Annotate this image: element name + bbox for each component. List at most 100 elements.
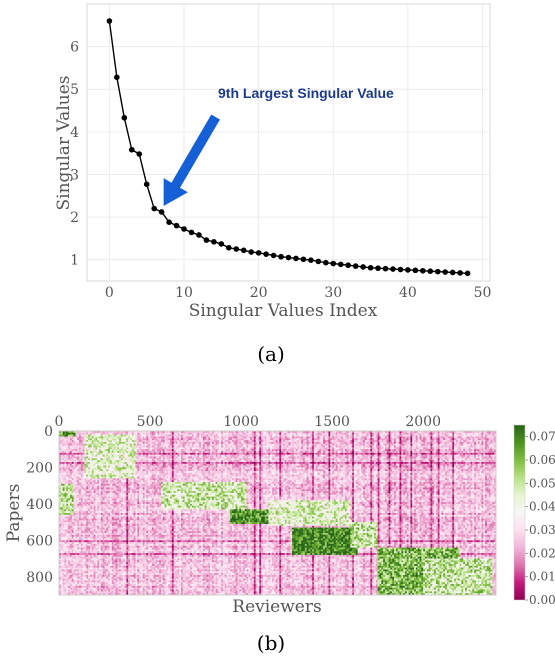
heatmap-cell [350,456,353,459]
heatmap-cell [319,447,322,450]
heatmap-cell [344,465,347,468]
heatmap-cell [248,456,251,459]
heatmap-cell [111,460,114,463]
heatmap-cell [113,431,116,434]
heatmap-cell [448,463,451,466]
heatmap-cell [166,431,169,434]
heatmap-cell [390,441,393,444]
heatmap-cell [364,431,367,434]
heatmap-cell [153,447,156,450]
heatmap-cell [221,431,224,434]
heatmap-cell [459,438,462,441]
heatmap-cell [177,465,180,468]
x-tick-label: 20 [250,285,268,301]
heatmap-cell [292,441,295,444]
heatmap-cell [372,463,375,466]
heatmap-cell [333,443,336,446]
heatmap-cell [423,449,426,452]
heatmap-cell [346,447,349,450]
heatmap-cell [235,447,238,450]
heatmap-cell [335,463,338,466]
heatmap-cell [452,436,455,439]
heatmap-cell [221,460,224,463]
heatmap-cell [131,431,134,434]
heatmap-cell [191,445,194,448]
heatmap-cell [443,458,446,461]
heatmap-cell [181,438,184,441]
heatmap-cell [201,438,204,441]
heatmap-cell [73,463,76,466]
heatmap-cell [233,461,236,464]
heatmap-cell [454,458,457,461]
heatmap-cell [406,458,409,461]
heatmap-cell [119,438,122,441]
heatmap-cell [304,447,307,450]
heatmap-cell [317,440,320,443]
heatmap-cell [224,456,227,459]
heatmap-cell [448,451,451,454]
heatmap-cell [228,465,231,468]
heatmap-cell [264,461,267,464]
heatmap-cell [445,463,448,466]
heatmap-cell [485,463,488,466]
heatmap-cell [293,440,296,443]
heatmap-cell [170,447,173,450]
heatmap-cell [437,451,440,454]
heatmap-cell [488,431,491,434]
heatmap-cell [235,467,238,470]
heatmap-cell [415,432,418,435]
heatmap-cell [111,440,114,443]
heatmap-cell [190,436,193,439]
heatmap-cell [368,438,371,441]
heatmap-cell [59,434,62,437]
heatmap-cell [437,438,440,441]
heatmap-cell [166,432,169,435]
heatmap-cell [80,467,83,470]
heatmap-cell [120,432,123,435]
heatmap-cell [441,447,444,450]
heatmap-cell [419,456,422,459]
heatmap-cell [401,452,404,455]
heatmap-cell [486,461,489,464]
heatmap-cell [290,454,293,457]
heatmap-cell [443,447,446,450]
heatmap-cell [328,441,331,444]
heatmap-cell [221,463,224,466]
heatmap-cell [266,447,269,450]
heatmap-cell [341,449,344,452]
heatmap-cell [73,440,76,443]
heatmap-cell [410,440,413,443]
heatmap-cell [281,447,284,450]
heatmap-cell [109,463,112,466]
heatmap-cell [148,440,151,443]
heatmap-cell [97,443,100,446]
heatmap-cell [328,431,331,434]
heatmap-cell [199,431,202,434]
heatmap-cell [199,463,202,466]
heatmap-cell [435,431,438,434]
heatmap-cell [164,465,167,468]
heatmap-cell [64,434,67,437]
heatmap-cell [166,465,169,468]
heatmap-cell [186,431,189,434]
heatmap-cell [446,454,449,457]
heatmap-cell [219,443,222,446]
heatmap-cell [128,454,131,457]
heatmap-cell [130,436,133,439]
heatmap-cell [230,441,233,444]
heatmap-cell [230,434,233,437]
heatmap-cell [160,452,163,455]
heatmap-cell [341,461,344,464]
heatmap-cell [366,441,369,444]
heatmap-cell [217,434,220,437]
heatmap-cell [89,460,92,463]
heatmap-cell [337,449,340,452]
heatmap-cell [273,460,276,463]
heatmap-cell [195,443,198,446]
heatmap-cell [302,431,306,434]
heatmap-cell [326,452,329,455]
heatmap-cell [472,440,475,443]
heatmap-cell [60,432,63,435]
heatmap-cell [386,432,389,435]
heatmap-cell [261,465,264,468]
